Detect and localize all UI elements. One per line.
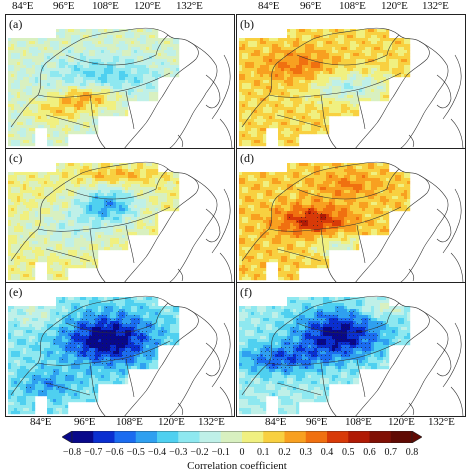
bottom-lon-label-right-1: 84°E <box>265 416 287 428</box>
top-lon-label-left-4: 120°E <box>134 0 161 12</box>
panel-label-a: (a) <box>9 17 23 31</box>
correlation-field-e <box>8 297 180 415</box>
map-canvas-b <box>239 27 464 148</box>
bottom-lon-label-right-2: 96°E <box>306 416 328 428</box>
colorbar-tick-label: −0.5 <box>126 447 145 458</box>
colorbar-tick-label: 0.5 <box>342 447 355 458</box>
map-canvas-e <box>8 295 233 416</box>
top-lon-label-left-2: 96°E <box>53 0 75 12</box>
map-canvas-c <box>8 161 233 282</box>
colorbar-tick-label: −0.1 <box>211 447 230 458</box>
panel-label-d: (d) <box>240 151 254 165</box>
colorbar-tick-label: 0.4 <box>320 447 334 458</box>
map-boundaries-e <box>10 295 233 416</box>
significance-stipple-d <box>289 209 334 226</box>
map-boundaries-f <box>241 295 464 416</box>
colorbar <box>61 430 423 444</box>
map-panel-b: (b) <box>236 14 466 149</box>
correlation-field-a <box>8 29 180 147</box>
colorbar-tick-label: −0.8 <box>62 447 82 458</box>
correlation-field-c <box>8 163 180 281</box>
map-canvas-a <box>8 27 233 148</box>
map-panel-f: (f) <box>236 282 466 417</box>
bottom-lon-label-left-4: 120°E <box>158 416 185 428</box>
bottom-lon-label-left-2: 96°E <box>74 416 96 428</box>
map-canvas-d <box>239 161 464 282</box>
bottom-lon-label-left-3: 108°E <box>116 416 143 428</box>
top-lon-label-right-5: 132°E <box>422 0 449 12</box>
colorbar-tick-label: 0.8 <box>405 447 419 458</box>
map-panel-a: (a) <box>5 14 235 149</box>
colorbar-tick-label: 0.1 <box>257 447 270 458</box>
panel-label-f: (f) <box>240 285 252 299</box>
bottom-lon-label-right-5: 132°E <box>428 416 455 428</box>
colorbar-title: Correlation coefficient <box>187 460 287 472</box>
colorbar-svg <box>61 430 423 444</box>
top-lon-label-right-2: 96°E <box>300 0 322 12</box>
bottom-lon-label-right-3: 108°E <box>345 416 372 428</box>
panel-label-c: (c) <box>9 151 23 165</box>
top-lon-label-left-5: 132°E <box>176 0 203 12</box>
significance-stipple-c <box>102 201 111 214</box>
colorbar-tick-label: 0 <box>239 447 245 458</box>
map-boundaries-d <box>241 161 464 282</box>
colorbar-tick-label: −0.3 <box>169 447 188 458</box>
top-lon-label-right-4: 120°E <box>381 0 408 12</box>
colorbar-tick-label: 0.3 <box>299 447 313 458</box>
correlation-field-d <box>239 163 411 281</box>
map-panel-d: (d) <box>236 148 466 283</box>
panel-label-b: (b) <box>240 17 254 31</box>
top-lon-label-right-1: 84°E <box>258 0 280 12</box>
map-boundaries-c <box>10 161 233 282</box>
map-boundaries-b <box>241 27 464 148</box>
top-lon-label-left-1: 84°E <box>12 0 34 12</box>
map-panel-c: (c) <box>5 148 235 283</box>
top-lon-label-left-3: 108°E <box>92 0 119 12</box>
colorbar-tick-label: 0.6 <box>363 447 376 458</box>
colorbar-tick-label: 0.2 <box>278 447 291 458</box>
bottom-lon-label-right-4: 120°E <box>388 416 415 428</box>
correlation-field-b <box>239 29 411 147</box>
correlation-field-f <box>239 297 411 415</box>
map-panel-e: (e) <box>5 282 235 417</box>
top-lon-label-right-3: 108°E <box>339 0 366 12</box>
bottom-lon-label-left-5: 132°E <box>198 416 225 428</box>
bottom-lon-label-left-1: 84°E <box>30 416 52 428</box>
colorbar-tick-label: −0.6 <box>105 447 124 458</box>
map-boundaries-a <box>10 27 233 148</box>
panel-label-e: (e) <box>9 285 23 299</box>
colorbar-tick-label: −0.4 <box>147 447 167 458</box>
colorbar-tick-label: −0.2 <box>190 447 209 458</box>
colorbar-tick-label: 0.7 <box>384 447 398 458</box>
map-canvas-f <box>239 295 464 416</box>
colorbar-tick-label: −0.7 <box>84 447 103 458</box>
